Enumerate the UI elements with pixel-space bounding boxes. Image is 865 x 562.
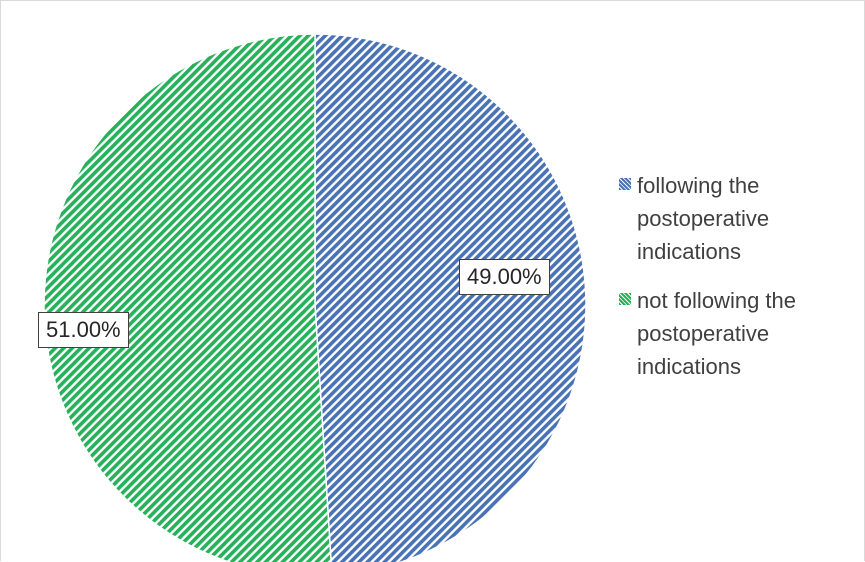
legend-label-line: not following the — [637, 288, 796, 313]
legend-label-line: indications — [637, 239, 741, 264]
legend-label-line: following the — [637, 173, 760, 198]
legend-swatch-following — [619, 178, 631, 190]
legend-label-not-following: not following the postoperative indicati… — [637, 284, 796, 383]
legend-item-not-following: not following the postoperative indicati… — [619, 284, 859, 383]
pie-slice-not-following — [43, 33, 332, 562]
legend-label-following: following the postoperative indications — [637, 169, 769, 268]
legend-swatch-not-following — [619, 293, 631, 305]
legend-label-line: indications — [637, 354, 741, 379]
legend-item-following: following the postoperative indications — [619, 169, 859, 268]
legend: following the postoperative indications … — [619, 169, 859, 399]
data-label-following: 49.00% — [459, 259, 550, 295]
pie-slice-following — [314, 33, 587, 562]
data-label-not-following: 51.00% — [38, 312, 129, 348]
legend-label-line: postoperative — [637, 206, 770, 231]
legend-label-line: postoperative — [637, 321, 770, 346]
